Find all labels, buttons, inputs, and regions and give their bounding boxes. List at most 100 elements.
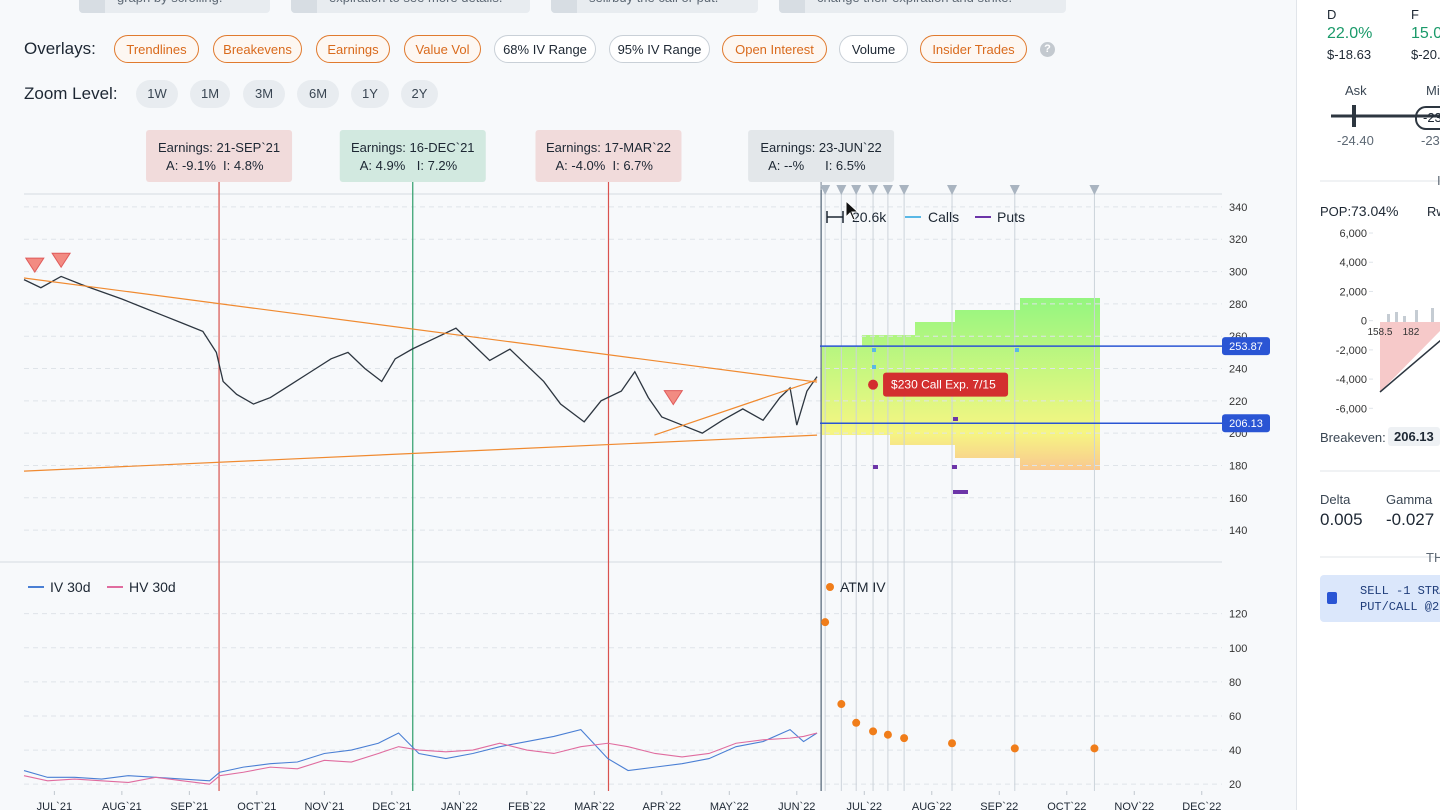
x-tick-label: AUG`22 xyxy=(912,801,952,810)
earnings-implied: I: 7.2% xyxy=(417,158,458,173)
mid-pill[interactable]: -23. xyxy=(1415,106,1440,130)
delta-label: Delta xyxy=(1320,492,1351,507)
expiration-marker xyxy=(868,185,879,195)
x-tick-label: NOV`21 xyxy=(304,801,344,810)
y-tick-label: 220 xyxy=(1229,396,1247,408)
earnings-actual: A: -4.0% xyxy=(555,158,605,173)
side-graphics: 6,000 4,000 2,000 0 -2,000 -4,000 -6,000 158.5 1… xyxy=(1320,105,1440,622)
pop-label: POP: xyxy=(1320,204,1352,219)
payoff-y-label: -2,000 xyxy=(1336,345,1367,357)
payoff-y-label: 2,000 xyxy=(1339,286,1367,298)
overlay-button[interactable]: Earnings xyxy=(316,35,390,63)
col-label: D xyxy=(1327,7,1337,22)
x-tick-label: DEC`22 xyxy=(1182,801,1221,810)
x-tick-label: DEC`21 xyxy=(372,801,411,810)
earnings-title: Earnings: 23-JUN`22 xyxy=(760,140,881,155)
x-tick-label: JUL`21 xyxy=(37,801,72,810)
payoff-y-label: 4,000 xyxy=(1339,257,1367,269)
callout-box xyxy=(883,372,1009,397)
mid-value: -23. xyxy=(1421,133,1440,148)
x-tick-label: OCT`21 xyxy=(237,801,276,810)
hint-text: sell/buy the call or put. xyxy=(589,0,718,5)
earnings-title: Earnings: 17-MAR`22 xyxy=(546,140,671,155)
x-tick-label: APR`22 xyxy=(643,801,682,810)
price-level-box xyxy=(1222,414,1270,433)
legend-label: Calls xyxy=(928,209,959,225)
order-box[interactable] xyxy=(1320,575,1440,622)
earnings-box xyxy=(339,130,486,182)
earnings-implied: I: 6.7% xyxy=(612,158,653,173)
hint-text: change their expiration and strike. xyxy=(817,0,1012,5)
hint: change their expiration and strike. xyxy=(779,0,1066,13)
hint-icon xyxy=(79,0,105,13)
callout-text: $230 Call Exp. 7/15 xyxy=(891,378,996,392)
x-tick-label: AUG`21 xyxy=(102,801,142,810)
price-level-box xyxy=(1222,337,1270,356)
y-tick-label: 340 xyxy=(1229,202,1247,214)
x-tick-label: SEP`21 xyxy=(170,801,208,810)
price-level-label: 253.87 xyxy=(1229,341,1263,353)
legend-label: 20.6k xyxy=(852,209,887,225)
hint: graph by scrolling. xyxy=(79,0,270,13)
copy-icon[interactable] xyxy=(1327,592,1337,604)
pop-value: 73.04% xyxy=(1351,203,1399,219)
col-pct: 15.0 xyxy=(1411,25,1440,42)
earnings-box xyxy=(146,130,293,182)
breakeven-label: Breakeven: xyxy=(1320,430,1386,445)
y-tick-label: 80 xyxy=(1229,677,1241,689)
zoom-button[interactable]: 2Y xyxy=(401,80,438,108)
zoom-button[interactable]: 1Y xyxy=(351,80,389,108)
earnings-implied: I: 4.8% xyxy=(223,158,264,173)
price-level-label: 206.13 xyxy=(1229,418,1263,430)
zoom-button[interactable]: 6M xyxy=(297,80,339,108)
y-tick-label: 180 xyxy=(1229,460,1247,472)
overlay-button[interactable]: Insider Trades xyxy=(920,35,1027,63)
x-tick-label: MAY`22 xyxy=(710,801,749,810)
overlay-button[interactable]: Volume xyxy=(839,35,908,63)
payoff-y-label: -4,000 xyxy=(1336,374,1367,386)
atm-iv-point xyxy=(1010,744,1019,753)
expiration-marker xyxy=(882,185,893,195)
payoff-bars xyxy=(1387,308,1434,322)
slider-thumb[interactable] xyxy=(1352,105,1356,127)
payoff-x-label: 158.5 xyxy=(1367,327,1392,338)
overlay-button[interactable]: Breakevens xyxy=(213,35,302,63)
earnings-box xyxy=(748,130,895,182)
hint: sell/buy the call or put. xyxy=(551,0,758,13)
trendline xyxy=(654,379,818,436)
y-tick-label: 280 xyxy=(1229,299,1247,311)
atm-iv-point xyxy=(948,739,957,748)
x-tick-label: JUN`22 xyxy=(778,801,815,810)
expiration-marker xyxy=(899,185,910,195)
section-label: TH xyxy=(1426,550,1440,565)
legend-swatch xyxy=(826,583,834,591)
volume-icon xyxy=(826,211,844,223)
overlay-button[interactable]: Open Interest xyxy=(722,35,827,63)
x-tick-label: OCT`22 xyxy=(1047,801,1086,810)
overlay-button[interactable]: Trendlines xyxy=(114,35,199,63)
gamma-label: Gamma xyxy=(1386,492,1433,507)
overlay-button[interactable]: 95% IV Range xyxy=(609,35,710,63)
trendline xyxy=(23,277,818,383)
callout-point xyxy=(868,379,879,390)
earnings-actual: A: -9.1% xyxy=(166,158,216,173)
y-tick-label: 100 xyxy=(1229,643,1247,655)
payoff-y-label: 6,000 xyxy=(1339,228,1367,240)
insider-trade xyxy=(51,252,72,269)
x-tick-label: MAR`22 xyxy=(574,801,614,810)
zoom-button[interactable]: 1W xyxy=(136,80,178,108)
help-button[interactable]: ? xyxy=(1040,42,1055,57)
overlays-label: Overlays: xyxy=(24,39,96,58)
overlay-button[interactable]: 68% IV Range xyxy=(494,35,596,63)
y-tick-label: 300 xyxy=(1229,267,1247,279)
x-tick-label: NOV`22 xyxy=(1114,801,1154,810)
overlay-button[interactable]: Value Vol xyxy=(404,35,481,63)
atm-iv-point xyxy=(1090,744,1099,753)
zoom-label: Zoom Level: xyxy=(24,84,118,103)
cursor xyxy=(845,199,860,221)
insider-trade xyxy=(663,390,684,406)
zoom-button[interactable]: 3M xyxy=(243,80,285,108)
hint-icon xyxy=(551,0,577,13)
zoom-button[interactable]: 1M xyxy=(190,80,230,108)
